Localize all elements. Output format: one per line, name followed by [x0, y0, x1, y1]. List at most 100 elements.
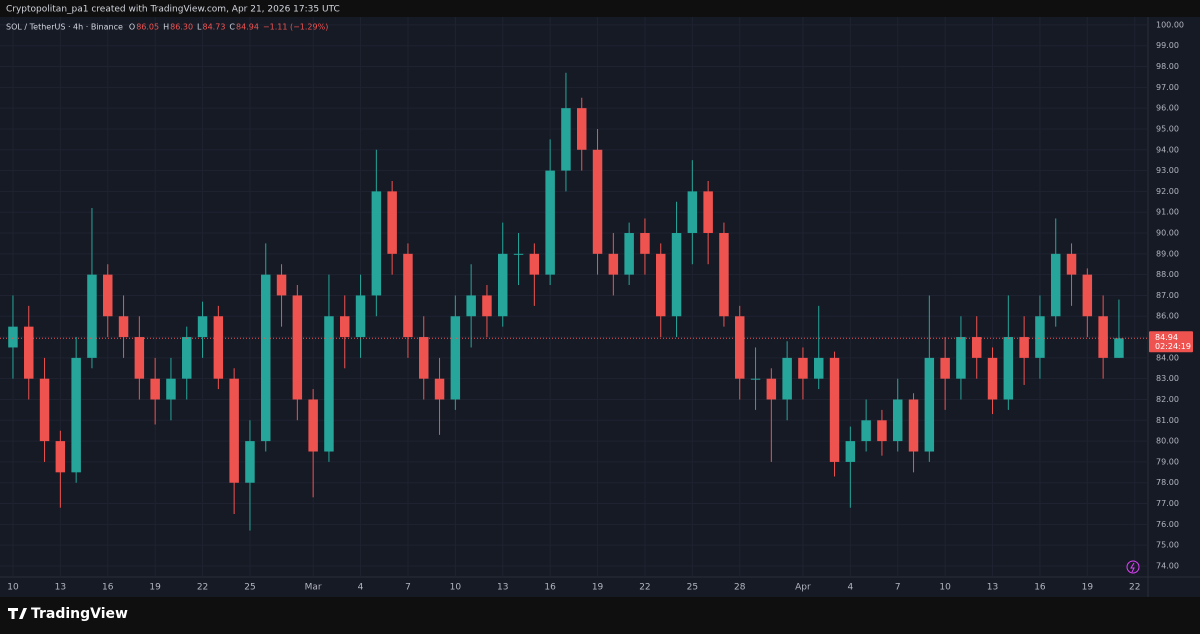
candles: [8, 72, 1124, 531]
x-tick-label: 13: [55, 583, 66, 593]
legend-key: C: [229, 23, 235, 32]
candle-body: [608, 253, 619, 275]
candle-body: [55, 441, 66, 473]
candle-body: [118, 316, 129, 338]
candle-body: [182, 337, 192, 379]
legend-value: 86.30: [170, 23, 193, 32]
alert-icon-bolt: [1130, 562, 1135, 573]
y-tick-label: 80.00: [1156, 437, 1179, 446]
y-tick-label: 94.00: [1156, 145, 1179, 154]
x-tick-label: 25: [687, 583, 698, 593]
candle-body: [1098, 316, 1108, 358]
y-tick-label: 78.00: [1156, 478, 1179, 487]
candle-body: [940, 357, 950, 379]
legend-value: 84.94: [236, 23, 259, 32]
candle-body: [292, 295, 303, 400]
y-tick-label: 89.00: [1156, 249, 1179, 258]
candle-body: [150, 378, 160, 400]
candle-body: [482, 295, 492, 317]
x-tick-label: 19: [149, 583, 161, 593]
x-tick-label: 7: [405, 583, 411, 593]
x-tick-label: 16: [1034, 583, 1046, 593]
candle-body: [908, 399, 919, 452]
candle-body: [103, 274, 113, 317]
candle-body: [229, 378, 239, 483]
candle-body: [466, 295, 476, 317]
candle-body: [845, 441, 856, 462]
y-tick-label: 84.00: [1156, 353, 1179, 362]
candle-body: [1019, 337, 1029, 358]
candle-body: [1035, 316, 1045, 358]
candle-body: [766, 378, 777, 400]
candle-body: [1050, 253, 1061, 317]
candle-body: [387, 191, 397, 254]
alert-icon[interactable]: [1126, 560, 1140, 574]
x-tick-label: 22: [1129, 583, 1140, 593]
candle-body: [324, 316, 334, 452]
candle-body: [703, 191, 713, 234]
x-tick-label: 19: [592, 583, 604, 593]
candle-body: [577, 108, 587, 150]
candle-body: [971, 337, 982, 358]
legend-key: L: [197, 23, 202, 32]
x-tick-label: 10: [7, 583, 19, 593]
candle-body: [719, 233, 729, 317]
candle-body: [355, 295, 366, 338]
y-tick-label: 79.00: [1156, 457, 1179, 466]
brand: TradingView: [31, 606, 128, 622]
candle-body: [450, 316, 461, 400]
candle-body: [956, 337, 966, 379]
x-tick-label: 10: [450, 583, 462, 593]
x-tick-label: 16: [102, 583, 114, 593]
candle-body: [24, 326, 34, 379]
y-tick-label: 82.00: [1156, 395, 1179, 404]
candle-body: [197, 316, 208, 338]
y-tick-label: 74.00: [1156, 561, 1179, 570]
candle-body: [39, 378, 50, 442]
last-price-box: [1149, 331, 1193, 353]
y-tick-label: 81.00: [1156, 416, 1179, 425]
candle-body: [87, 274, 97, 358]
candle-body: [308, 399, 318, 452]
candle-body: [798, 357, 808, 379]
candle-body: [513, 253, 524, 255]
candle-body: [245, 441, 255, 483]
candle-body: [8, 326, 18, 348]
time-axis: [0, 577, 1200, 597]
x-tick-label: 7: [895, 583, 901, 593]
candle-body: [592, 149, 603, 254]
candle-body: [1114, 338, 1124, 358]
x-tick-label: 10: [939, 583, 951, 593]
last-price-label: 84.94: [1155, 333, 1178, 342]
candle-body: [340, 316, 350, 338]
y-tick-label: 75.00: [1156, 541, 1179, 550]
x-tick-label: Apr: [795, 583, 811, 593]
candle-body: [403, 253, 413, 338]
candle-body: [1066, 253, 1077, 275]
candle-body: [71, 357, 81, 473]
candle-body: [687, 191, 698, 234]
candle-body: [640, 233, 650, 254]
y-tick-label: 100.00: [1156, 20, 1184, 29]
candle-body: [861, 420, 871, 442]
y-tick-label: 93.00: [1156, 166, 1179, 175]
logo: TradingView: [8, 606, 128, 622]
header: Cryptopolitan_pa1 created with TradingVi…: [6, 5, 340, 15]
grid: [0, 17, 1148, 577]
candle-body: [782, 357, 792, 400]
pane: [0, 17, 1148, 577]
candle-body: [498, 253, 508, 317]
candle-body: [371, 191, 382, 296]
candle-body: [561, 108, 571, 171]
legend-key: H: [163, 23, 169, 32]
candle-body: [750, 378, 761, 380]
y-tick-label: 77.00: [1156, 499, 1179, 508]
countdown: 02:24:19: [1155, 342, 1191, 351]
y-tick-label: 91.00: [1156, 208, 1179, 217]
logo-mark: [8, 608, 27, 619]
y-tick-label: 88.00: [1156, 270, 1179, 279]
legend-change: −1.11 (−1.29%): [263, 23, 328, 32]
x-tick-label: 13: [987, 583, 998, 593]
